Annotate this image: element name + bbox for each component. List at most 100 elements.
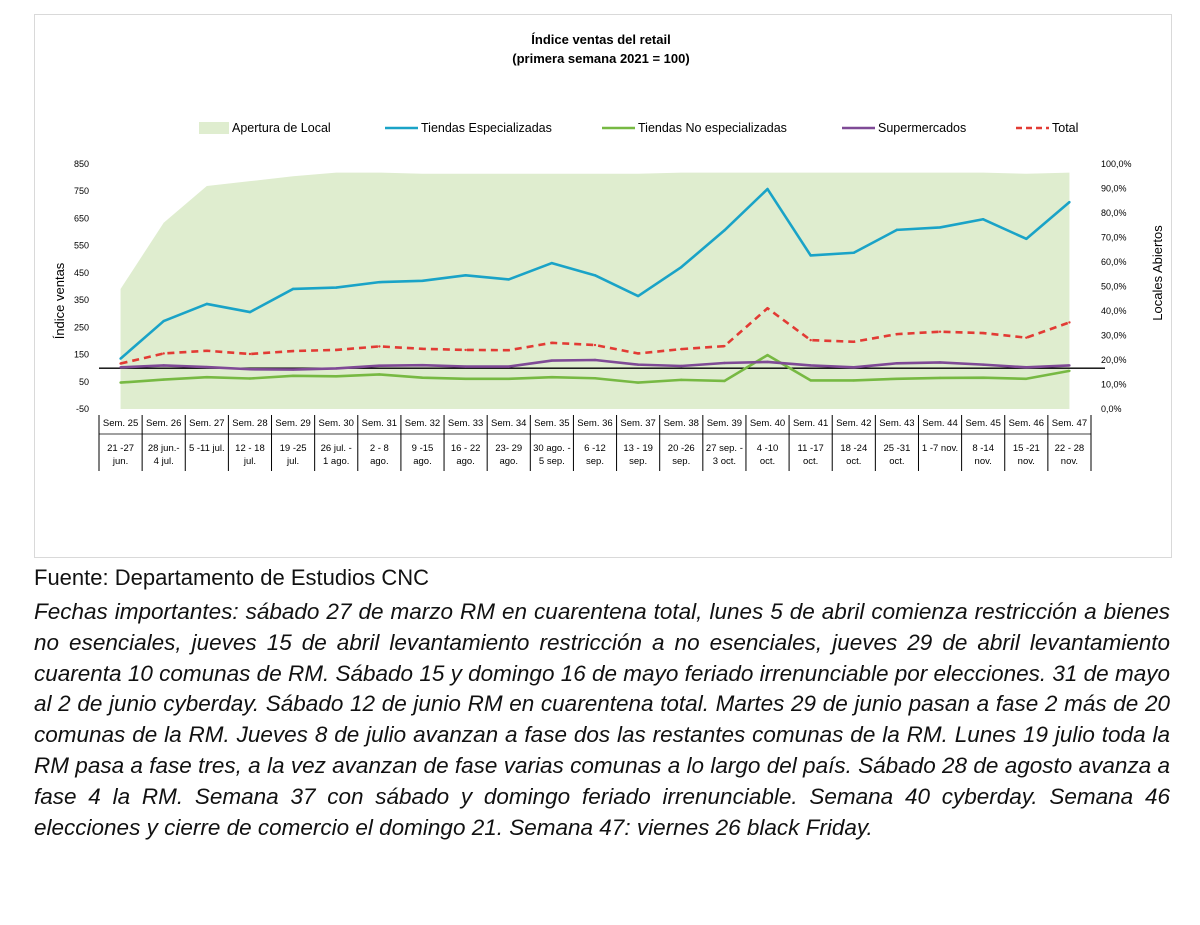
- point-tiendas-especializadas-9: [507, 278, 510, 281]
- point-total-10: [550, 341, 554, 345]
- x-tick-date: 13 - 19: [623, 443, 653, 454]
- point-supermercados-5: [335, 367, 338, 370]
- x-tick-date: ago.: [370, 456, 389, 467]
- x-tick-date: 27 sep. -: [706, 443, 743, 454]
- point-tiendas-no-especializadas-3: [248, 377, 252, 380]
- x-tick-week: Sem. 43: [879, 418, 914, 429]
- legend-swatch-apertura-de-local: [199, 122, 229, 134]
- x-tick-week: Sem. 26: [146, 418, 181, 429]
- point-tiendas-especializadas-2: [205, 302, 209, 306]
- lines-layer: [119, 187, 1071, 384]
- x-tick-date: 4 -10: [757, 443, 779, 454]
- point-total-2: [205, 349, 209, 352]
- chart-title-line1: Índice ventas del retail: [531, 32, 670, 47]
- x-tick-date: 1 ago.: [323, 456, 349, 467]
- x-tick-week: Sem. 41: [793, 418, 828, 429]
- x-tick-date: oct.: [846, 456, 861, 467]
- x-tick-week: Sem. 37: [620, 418, 655, 429]
- chart-title-line2: (primera semana 2021 = 100): [512, 51, 689, 66]
- x-tick-date: 26 jul. -: [321, 443, 352, 454]
- x-tick-week: Sem. 32: [405, 418, 440, 429]
- x-tick-date: 5 -11 jul.: [189, 443, 225, 454]
- point-supermercados-11: [593, 358, 597, 362]
- x-tick-date: 9 -15: [412, 443, 434, 454]
- point-supermercados-17: [852, 366, 855, 369]
- x-tick-date: 11 -17: [798, 443, 824, 454]
- point-total-20: [981, 331, 985, 335]
- x-tick-date: 3 oct.: [713, 456, 736, 467]
- x-tick-date: nov.: [975, 456, 992, 467]
- x-tick-date: 8 -14: [972, 443, 994, 454]
- point-supermercados-7: [421, 363, 424, 367]
- x-tick-date: 25 -31: [883, 443, 910, 454]
- point-supermercados-2: [205, 365, 209, 369]
- y2-tick-label: 0,0%: [1101, 404, 1122, 414]
- point-tiendas-especializadas-10: [550, 261, 554, 265]
- x-tick-date: 2 - 8: [370, 443, 389, 454]
- point-supermercados-18: [895, 362, 899, 365]
- x-tick-date: sep.: [672, 456, 690, 467]
- x-tick-date: oct.: [803, 456, 818, 467]
- point-supermercados-20: [981, 363, 985, 366]
- point-supermercados-14: [723, 361, 726, 365]
- legend-label-supermercados: Supermercados: [878, 121, 966, 135]
- point-tiendas-especializadas-13: [680, 265, 683, 269]
- y-tick-label: 850: [74, 159, 89, 169]
- x-tick-week: Sem. 45: [965, 418, 1000, 429]
- point-tiendas-no-especializadas-10: [550, 375, 554, 379]
- point-tiendas-especializadas-12: [636, 294, 640, 298]
- point-total-12: [636, 352, 640, 355]
- y2-tick-label: 90,0%: [1101, 184, 1127, 194]
- y-axis-label: Índice ventas: [52, 262, 67, 339]
- x-tick-date: 12 - 18: [235, 443, 265, 454]
- x-tick-date: 22 - 28: [1055, 443, 1085, 454]
- point-total-18: [895, 332, 899, 336]
- point-tiendas-especializadas-5: [335, 286, 338, 289]
- point-supermercados-6: [378, 364, 381, 367]
- point-tiendas-especializadas-16: [809, 254, 812, 257]
- y2-tick-label: 100,0%: [1101, 159, 1132, 169]
- point-total-15: [766, 307, 769, 310]
- point-tiendas-no-especializadas-18: [895, 377, 899, 380]
- point-total-0: [119, 362, 122, 365]
- point-tiendas-especializadas-14: [723, 229, 726, 232]
- y2-tick-label: 70,0%: [1101, 233, 1127, 243]
- point-tiendas-especializadas-6: [378, 280, 381, 284]
- point-supermercados-12: [636, 363, 640, 366]
- x-tick-date: 28 jun.-: [148, 443, 180, 454]
- x-tick-date: 6 -12: [584, 443, 606, 454]
- y-tick-label: 650: [74, 213, 89, 223]
- point-tiendas-no-especializadas-15: [766, 353, 769, 357]
- y-tick-label: 50: [79, 377, 89, 387]
- legend-layer: Apertura de Local Tiendas Especializadas T…: [199, 121, 1078, 135]
- legend-label-apertura-de-local: Apertura de Local: [232, 121, 331, 135]
- x-tick-date: oct.: [760, 456, 775, 467]
- x-tick-week: Sem. 31: [362, 418, 397, 429]
- point-tiendas-especializadas-17: [852, 251, 855, 254]
- y2-tick-label: 40,0%: [1101, 306, 1127, 316]
- x-tick-date: sep.: [629, 456, 647, 467]
- point-supermercados-21: [1025, 366, 1028, 369]
- point-supermercados-8: [464, 365, 467, 368]
- x-tick-date: 23- 29: [495, 443, 522, 454]
- x-tick-date: oct.: [889, 456, 904, 467]
- point-total-13: [680, 347, 683, 351]
- x-tick-week: Sem. 46: [1009, 418, 1044, 429]
- x-tick-date: 30 ago. -: [533, 443, 571, 454]
- x-tick-week: Sem. 47: [1052, 418, 1087, 429]
- point-tiendas-no-especializadas-8: [464, 377, 467, 380]
- x-tick-week: Sem. 25: [103, 418, 138, 429]
- point-total-14: [723, 344, 726, 348]
- x-tick-date: 21 -27: [107, 443, 134, 454]
- point-tiendas-especializadas-1: [162, 319, 165, 323]
- legend-label-tiendas-especializadas: Tiendas Especializadas: [421, 121, 552, 135]
- point-tiendas-especializadas-19: [938, 226, 942, 229]
- point-tiendas-no-especializadas-12: [636, 381, 640, 384]
- point-tiendas-especializadas-8: [464, 274, 467, 277]
- y2-tick-label: 30,0%: [1101, 331, 1127, 341]
- point-tiendas-no-especializadas-7: [421, 376, 424, 379]
- y2-axis-label: Locales Abiertos: [1150, 225, 1165, 321]
- point-tiendas-no-especializadas-1: [162, 378, 165, 381]
- x-tick-week: Sem. 44: [922, 418, 957, 429]
- point-total-16: [809, 338, 812, 342]
